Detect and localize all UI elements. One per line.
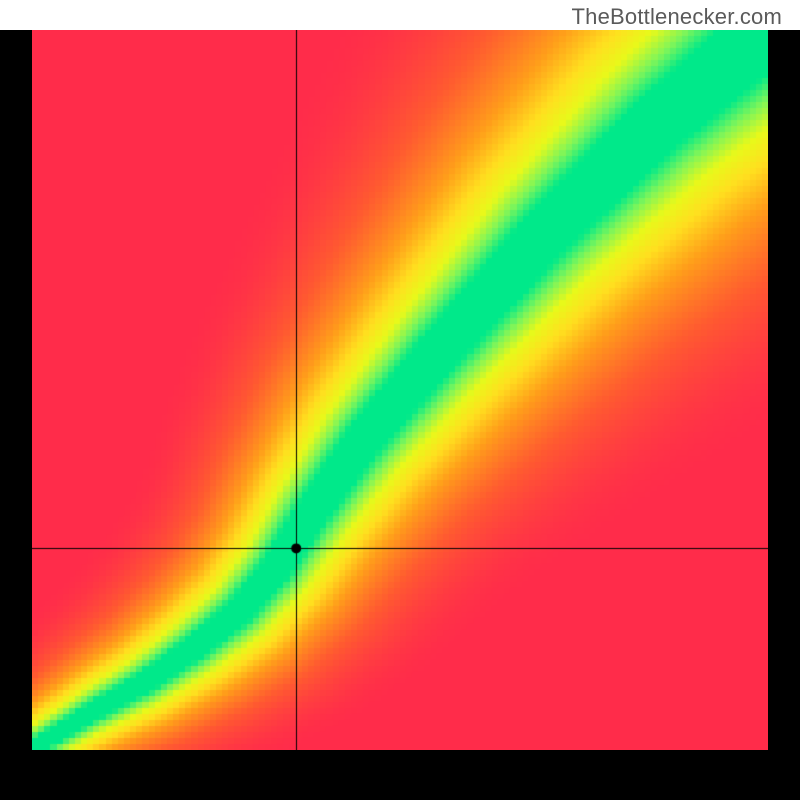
watermark-text: TheBottlenecker.com — [572, 4, 782, 30]
chart-outer-frame — [0, 30, 800, 800]
crosshair-overlay — [32, 30, 768, 750]
